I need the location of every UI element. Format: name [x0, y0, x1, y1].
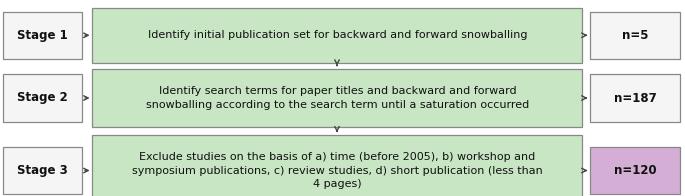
- Text: Identify initial publication set for backward and forward snowballing: Identify initial publication set for bac…: [147, 30, 527, 40]
- Bar: [92, 69, 582, 127]
- Bar: [92, 8, 582, 63]
- Text: n=120: n=120: [614, 164, 656, 177]
- Text: Stage 3: Stage 3: [17, 164, 68, 177]
- Bar: [3, 74, 82, 122]
- Bar: [590, 147, 680, 194]
- Text: n=5: n=5: [622, 29, 648, 42]
- Text: Stage 2: Stage 2: [17, 92, 68, 104]
- Bar: [92, 135, 582, 196]
- Bar: [590, 74, 680, 122]
- Text: Exclude studies on the basis of a) time (before 2005), b) workshop and
symposium: Exclude studies on the basis of a) time …: [132, 152, 543, 189]
- Text: Stage 1: Stage 1: [17, 29, 68, 42]
- Bar: [3, 147, 82, 194]
- Text: n=187: n=187: [614, 92, 656, 104]
- Bar: [590, 12, 680, 59]
- Text: Identify search terms for paper titles and backward and forward
snowballing acco: Identify search terms for paper titles a…: [146, 86, 529, 110]
- Bar: [3, 12, 82, 59]
